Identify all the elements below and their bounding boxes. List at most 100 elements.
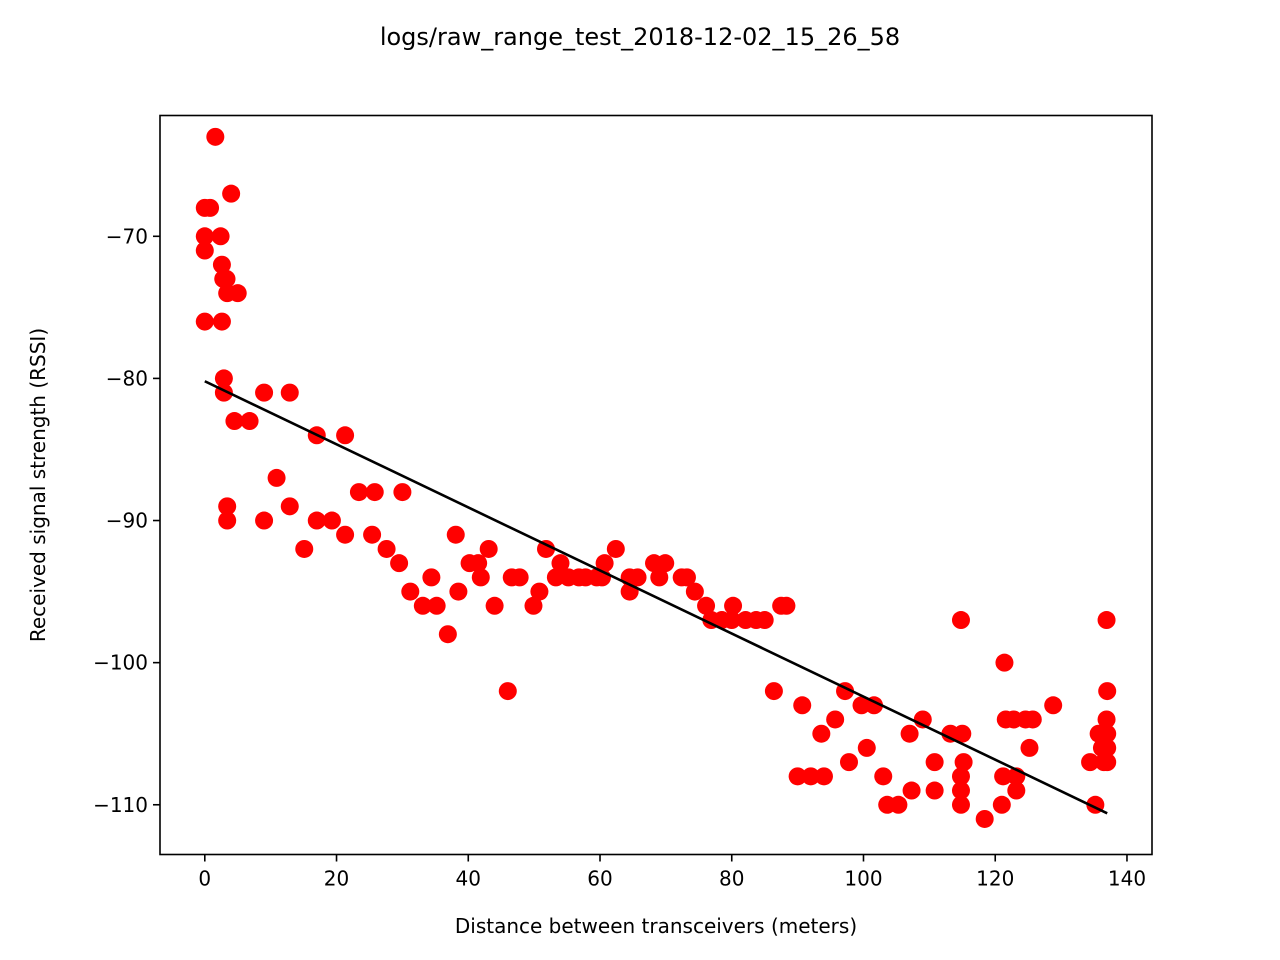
data-point xyxy=(422,568,441,587)
data-point xyxy=(401,582,420,601)
data-point xyxy=(524,596,543,615)
y-axis-label: Received signal strength (RSSI) xyxy=(26,328,50,642)
data-point xyxy=(195,227,214,246)
data-point xyxy=(697,596,716,615)
data-point xyxy=(413,596,432,615)
data-point xyxy=(628,568,647,587)
x-axis-label: Distance between transceivers (meters) xyxy=(455,914,857,938)
data-point xyxy=(211,227,230,246)
data-point xyxy=(217,269,236,288)
y-tick-label: −100 xyxy=(93,651,148,675)
data-point xyxy=(390,554,409,573)
data-point xyxy=(365,483,384,502)
plot-area xyxy=(195,127,1117,828)
data-point xyxy=(438,625,457,644)
data-point xyxy=(295,539,314,558)
x-tick-label: 100 xyxy=(844,867,882,891)
data-point xyxy=(307,511,326,530)
data-point xyxy=(764,682,783,701)
data-point xyxy=(1098,753,1117,772)
data-point xyxy=(218,497,237,516)
data-point xyxy=(925,753,944,772)
x-tick-label: 40 xyxy=(456,867,481,891)
data-point xyxy=(479,539,498,558)
x-tick-label: 20 xyxy=(324,867,349,891)
x-tick-label: 80 xyxy=(719,867,744,891)
data-point xyxy=(1098,724,1117,743)
data-point xyxy=(530,582,549,601)
data-point xyxy=(677,568,696,587)
data-point xyxy=(1007,781,1026,800)
data-point xyxy=(240,412,259,431)
data-point xyxy=(951,795,970,814)
data-point xyxy=(195,312,214,331)
data-point xyxy=(793,696,812,715)
data-point xyxy=(1023,710,1042,729)
data-point xyxy=(874,767,893,786)
data-point xyxy=(469,554,488,573)
data-point xyxy=(975,809,994,828)
data-point xyxy=(228,284,247,303)
data-point xyxy=(222,184,241,203)
data-point xyxy=(852,696,871,715)
data-point xyxy=(1020,738,1039,757)
data-point xyxy=(606,539,625,558)
data-point xyxy=(839,753,858,772)
data-point xyxy=(471,568,490,587)
data-point xyxy=(551,554,570,573)
data-point xyxy=(280,383,299,402)
data-point xyxy=(201,198,220,217)
data-point xyxy=(1098,738,1117,757)
data-point xyxy=(777,596,796,615)
data-point xyxy=(889,795,908,814)
data-point xyxy=(393,483,412,502)
data-point xyxy=(446,525,465,544)
data-point xyxy=(1097,710,1116,729)
data-point xyxy=(722,611,741,630)
data-point xyxy=(1097,611,1116,630)
data-point xyxy=(951,781,970,800)
data-point xyxy=(1081,753,1100,772)
data-point xyxy=(336,525,355,544)
data-point xyxy=(225,412,244,431)
data-point xyxy=(214,369,233,388)
data-point xyxy=(206,127,225,146)
fit-line xyxy=(204,380,1108,815)
data-point xyxy=(995,653,1014,672)
data-point xyxy=(656,554,675,573)
data-point xyxy=(267,468,286,487)
data-point xyxy=(377,539,396,558)
x-tick-label: 60 xyxy=(587,867,612,891)
y-tick-label: −80 xyxy=(106,366,148,390)
data-point xyxy=(801,767,820,786)
data-point xyxy=(826,710,845,729)
plot-frame xyxy=(159,114,1153,856)
data-point xyxy=(992,795,1011,814)
data-point xyxy=(857,738,876,757)
x-axis: 0 20 40 60 80 100 120 140 xyxy=(198,854,1146,891)
data-point xyxy=(195,241,214,260)
x-tick-label: 140 xyxy=(1108,867,1146,891)
data-point xyxy=(755,611,774,630)
y-axis: −110 −100 −90 −80 −70 xyxy=(93,224,160,817)
data-point xyxy=(510,568,529,587)
data-point xyxy=(650,568,669,587)
data-point xyxy=(280,497,299,516)
data-point xyxy=(953,724,972,743)
data-point xyxy=(212,312,231,331)
data-point xyxy=(255,383,274,402)
data-point xyxy=(449,582,468,601)
data-point xyxy=(902,781,921,800)
data-point xyxy=(900,724,919,743)
data-point xyxy=(363,525,382,544)
y-tick-label: −90 xyxy=(106,509,148,533)
data-point xyxy=(427,596,446,615)
data-point xyxy=(685,582,704,601)
data-point xyxy=(1098,682,1117,701)
x-tick-label: 0 xyxy=(198,867,211,891)
data-point xyxy=(322,511,341,530)
x-tick-label: 120 xyxy=(976,867,1014,891)
data-point xyxy=(498,682,517,701)
data-point xyxy=(595,554,614,573)
